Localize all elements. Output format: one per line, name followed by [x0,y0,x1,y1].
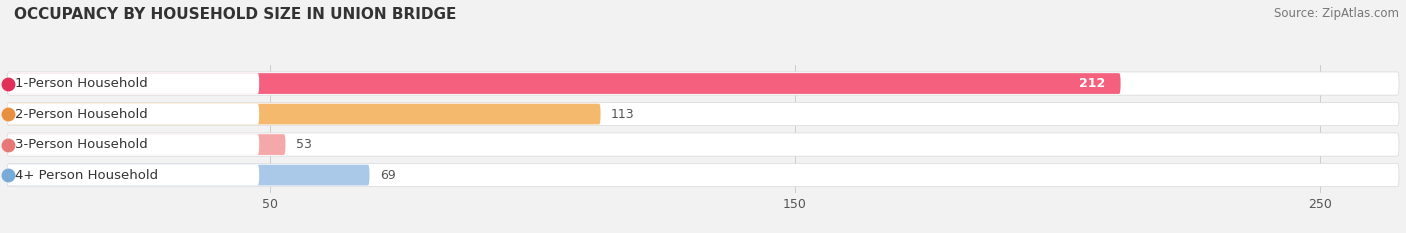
FancyBboxPatch shape [7,165,259,185]
Text: 113: 113 [612,108,634,120]
Text: 69: 69 [380,169,395,182]
FancyBboxPatch shape [7,164,1399,187]
FancyBboxPatch shape [7,133,1399,156]
FancyBboxPatch shape [7,165,370,185]
FancyBboxPatch shape [7,134,285,155]
FancyBboxPatch shape [7,134,259,155]
FancyBboxPatch shape [7,103,1399,126]
FancyBboxPatch shape [7,73,259,94]
Text: 1-Person Household: 1-Person Household [15,77,148,90]
FancyBboxPatch shape [7,73,1121,94]
FancyBboxPatch shape [7,104,600,124]
FancyBboxPatch shape [7,72,1399,95]
FancyBboxPatch shape [7,104,259,124]
Text: Source: ZipAtlas.com: Source: ZipAtlas.com [1274,7,1399,20]
Text: 3-Person Household: 3-Person Household [15,138,148,151]
Text: OCCUPANCY BY HOUSEHOLD SIZE IN UNION BRIDGE: OCCUPANCY BY HOUSEHOLD SIZE IN UNION BRI… [14,7,457,22]
Text: 4+ Person Household: 4+ Person Household [15,169,157,182]
Text: 212: 212 [1078,77,1105,90]
Text: 53: 53 [295,138,312,151]
Text: 2-Person Household: 2-Person Household [15,108,148,120]
